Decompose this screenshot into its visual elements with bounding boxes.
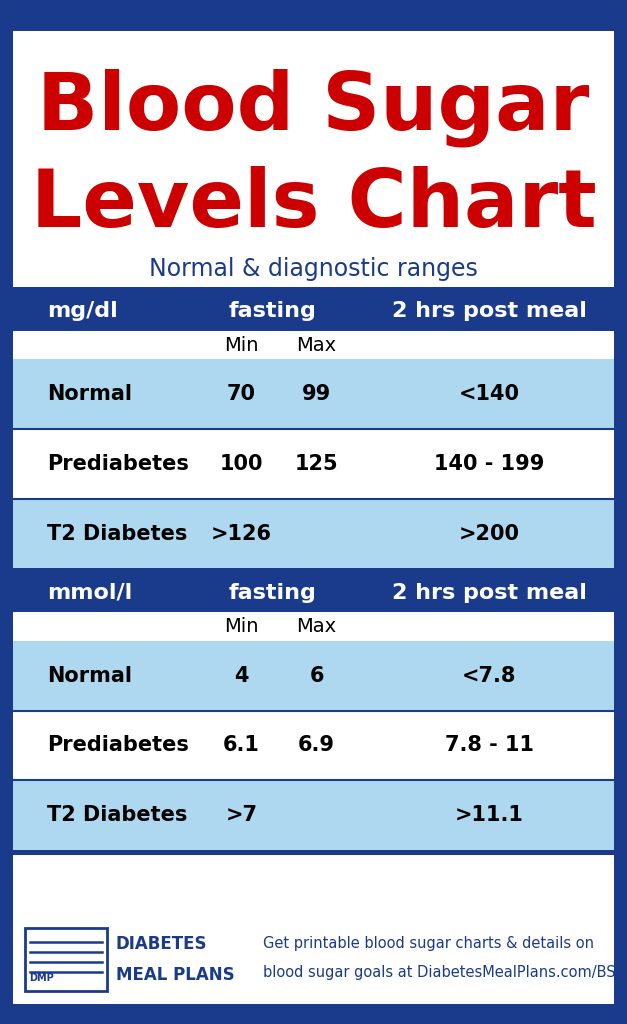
Text: 99: 99	[302, 384, 331, 404]
Text: Blood Sugar: Blood Sugar	[38, 69, 589, 146]
Text: DIABETES: DIABETES	[116, 935, 208, 953]
Text: >7: >7	[225, 805, 258, 825]
Bar	[13, 780, 614, 850]
Text: fasting: fasting	[229, 583, 317, 603]
Bar	[13, 855, 614, 1004]
Text: >126: >126	[211, 523, 272, 544]
Text: Levels Chart: Levels Chart	[31, 166, 596, 244]
Text: 6.1: 6.1	[223, 735, 260, 756]
Text: T2 Diabetes: T2 Diabetes	[47, 523, 187, 544]
Text: 4: 4	[234, 666, 249, 686]
Text: blood sugar goals at DiabetesMealPlans.com/BS: blood sugar goals at DiabetesMealPlans.c…	[263, 965, 616, 980]
Text: Normal: Normal	[47, 666, 132, 686]
Text: Normal: Normal	[47, 384, 132, 404]
Bar	[13, 641, 614, 711]
Text: 70: 70	[227, 384, 256, 404]
Text: Max: Max	[297, 336, 337, 354]
Text: >11.1: >11.1	[455, 805, 524, 825]
Text: 7.8 - 11: 7.8 - 11	[445, 735, 534, 756]
Text: 6: 6	[309, 666, 324, 686]
Text: 125: 125	[295, 454, 339, 474]
Text: <140: <140	[458, 384, 520, 404]
Text: 6.9: 6.9	[298, 735, 335, 756]
Text: 2 hrs post meal: 2 hrs post meal	[392, 583, 586, 603]
Text: Normal & diagnostic ranges: Normal & diagnostic ranges	[149, 257, 478, 282]
Bar	[13, 711, 614, 780]
Bar	[13, 31, 614, 287]
Text: Max: Max	[297, 617, 337, 636]
Text: Min: Min	[224, 336, 259, 354]
Bar	[13, 359, 614, 429]
Text: 2 hrs post meal: 2 hrs post meal	[392, 301, 586, 322]
Text: Get printable blood sugar charts & details on: Get printable blood sugar charts & detai…	[263, 936, 594, 951]
Text: <7.8: <7.8	[462, 666, 516, 686]
Text: fasting: fasting	[229, 301, 317, 322]
Text: MEAL PLANS: MEAL PLANS	[116, 966, 234, 984]
Bar	[13, 292, 614, 331]
Bar	[13, 612, 614, 641]
Bar	[13, 429, 614, 499]
Text: mmol/l: mmol/l	[47, 583, 132, 603]
Bar	[25, 928, 107, 991]
Bar	[13, 499, 614, 568]
Text: Prediabetes: Prediabetes	[47, 454, 189, 474]
Text: DMP: DMP	[29, 973, 54, 983]
Text: T2 Diabetes: T2 Diabetes	[47, 805, 187, 825]
Text: mg/dl: mg/dl	[47, 301, 118, 322]
Text: Prediabetes: Prediabetes	[47, 735, 189, 756]
Text: Min: Min	[224, 617, 259, 636]
Bar	[13, 331, 614, 359]
Text: 140 - 199: 140 - 199	[434, 454, 544, 474]
Text: >200: >200	[458, 523, 520, 544]
Bar	[13, 573, 614, 612]
Text: 100: 100	[219, 454, 263, 474]
